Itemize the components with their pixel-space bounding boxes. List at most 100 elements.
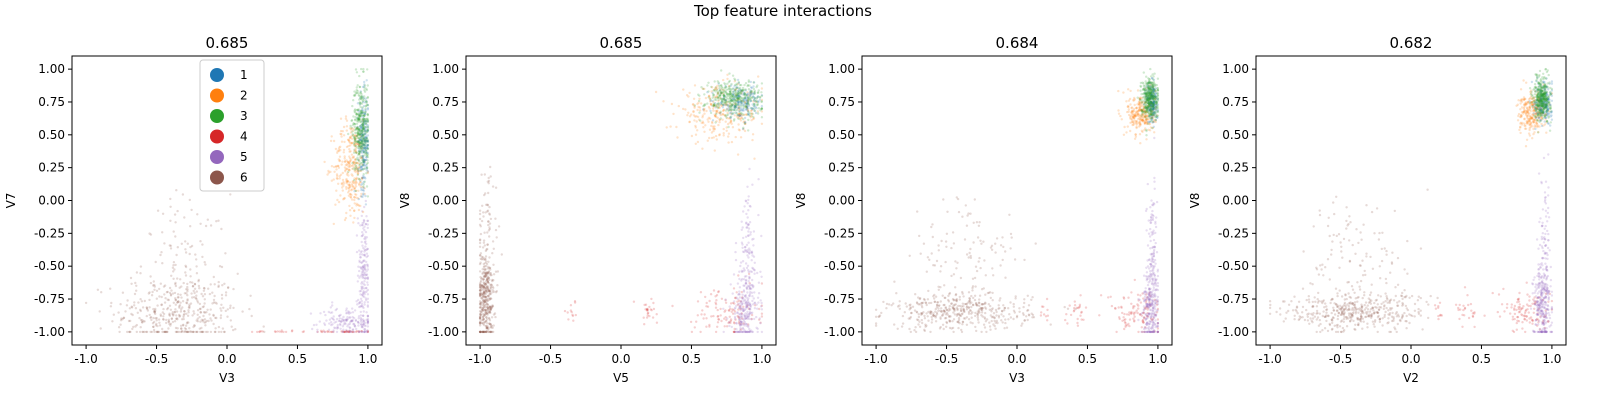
data-point-series-2 [722, 109, 725, 113]
data-point-series-3 [358, 117, 361, 120]
data-point-series-5 [1154, 313, 1158, 316]
data-point-series-4 [646, 307, 649, 311]
data-point-series-6 [1002, 315, 1005, 318]
data-point-series-5 [355, 300, 358, 303]
data-point-series-4 [1130, 310, 1133, 314]
data-point-series-1 [743, 97, 746, 100]
data-point-series-2 [1149, 109, 1152, 112]
data-point-series-5 [366, 247, 370, 251]
data-point-series-6 [957, 210, 961, 214]
data-point-series-6 [178, 286, 181, 289]
data-point-series-3 [729, 105, 732, 109]
data-point-series-2 [1153, 97, 1156, 101]
data-point-series-4 [705, 317, 708, 320]
data-point-series-6 [989, 314, 992, 317]
data-point-series-3 [741, 104, 745, 107]
data-point-series-1 [361, 149, 364, 152]
data-point-series-4 [1146, 306, 1149, 309]
data-point-series-4 [736, 303, 740, 306]
data-point-series-6 [149, 233, 153, 236]
data-point-series-2 [342, 180, 345, 184]
data-point-series-4 [1137, 330, 1140, 334]
data-point-series-1 [361, 132, 364, 136]
data-point-series-1 [722, 96, 726, 99]
data-point-series-6 [484, 283, 487, 286]
data-point-series-2 [1150, 110, 1154, 114]
data-point-series-4 [1080, 310, 1083, 314]
data-point-series-6 [140, 300, 144, 303]
data-point-series-5 [345, 309, 348, 312]
data-point-series-6 [956, 261, 959, 264]
data-point-series-6 [484, 249, 488, 253]
data-point-series-6 [952, 330, 955, 334]
data-point-series-2 [1149, 109, 1153, 112]
data-point-series-3 [731, 94, 734, 98]
data-point-series-5 [363, 250, 366, 253]
data-point-series-6 [168, 286, 172, 290]
data-point-series-4 [708, 299, 711, 303]
data-point-series-5 [358, 269, 361, 273]
data-point-series-6 [1007, 318, 1010, 321]
data-point-series-6 [479, 257, 482, 260]
data-point-series-4 [716, 308, 719, 312]
data-point-series-5 [1153, 180, 1156, 183]
data-point-series-5 [742, 290, 746, 293]
data-point-series-3 [743, 88, 746, 92]
data-point-series-6 [959, 314, 963, 318]
data-point-series-2 [720, 88, 723, 91]
data-point-series-2 [335, 165, 338, 168]
data-point-series-1 [744, 99, 748, 102]
data-point-series-2 [361, 186, 364, 189]
data-point-series-1 [361, 177, 365, 180]
data-point-series-4 [717, 318, 720, 321]
data-point-series-3 [357, 113, 361, 116]
data-point-series-6 [194, 296, 198, 300]
data-point-series-3 [734, 103, 737, 106]
data-point-series-2 [723, 113, 726, 117]
data-point-series-5 [1150, 290, 1154, 293]
data-point-series-3 [755, 100, 759, 103]
data-point-series-6 [493, 312, 497, 315]
data-point-series-6 [179, 293, 182, 296]
data-point-series-6 [484, 288, 487, 291]
data-point-series-3 [706, 102, 709, 105]
data-point-series-2 [708, 96, 711, 99]
data-point-series-3 [715, 88, 719, 92]
data-point-series-3 [720, 84, 723, 87]
data-point-series-1 [742, 99, 746, 102]
data-point-series-6 [925, 303, 928, 307]
data-point-series-3 [737, 96, 740, 99]
data-point-series-5 [361, 234, 364, 237]
data-point-series-3 [724, 109, 728, 112]
data-point-series-6 [478, 241, 482, 245]
data-point-series-1 [362, 159, 366, 162]
data-point-series-4 [699, 330, 702, 334]
data-point-series-6 [164, 297, 167, 300]
data-point-series-3 [352, 151, 356, 154]
data-point-series-6 [482, 265, 486, 269]
data-point-series-2 [349, 131, 353, 134]
data-point-series-5 [739, 327, 742, 330]
data-point-series-1 [364, 108, 367, 112]
data-point-series-6 [482, 290, 486, 293]
data-point-series-6 [163, 330, 167, 334]
data-point-series-6 [201, 243, 204, 246]
y-tick-label: 0.00 [432, 194, 459, 208]
data-point-series-1 [747, 112, 750, 115]
data-point-series-2 [358, 181, 362, 184]
data-point-series-3 [725, 93, 729, 97]
data-point-series-6 [936, 301, 939, 304]
data-point-series-2 [716, 116, 719, 120]
data-point-series-6 [944, 260, 947, 264]
data-point-series-6 [486, 306, 489, 309]
data-point-series-2 [1139, 116, 1143, 119]
data-point-series-6 [480, 310, 483, 314]
data-point-series-2 [707, 120, 710, 124]
data-point-series-2 [339, 145, 342, 148]
data-point-series-6 [182, 314, 185, 317]
data-point-series-2 [361, 119, 365, 122]
data-point-series-3 [358, 112, 361, 115]
legend-marker-5 [210, 150, 224, 164]
data-point-series-1 [359, 126, 362, 129]
data-point-series-2 [745, 105, 749, 108]
